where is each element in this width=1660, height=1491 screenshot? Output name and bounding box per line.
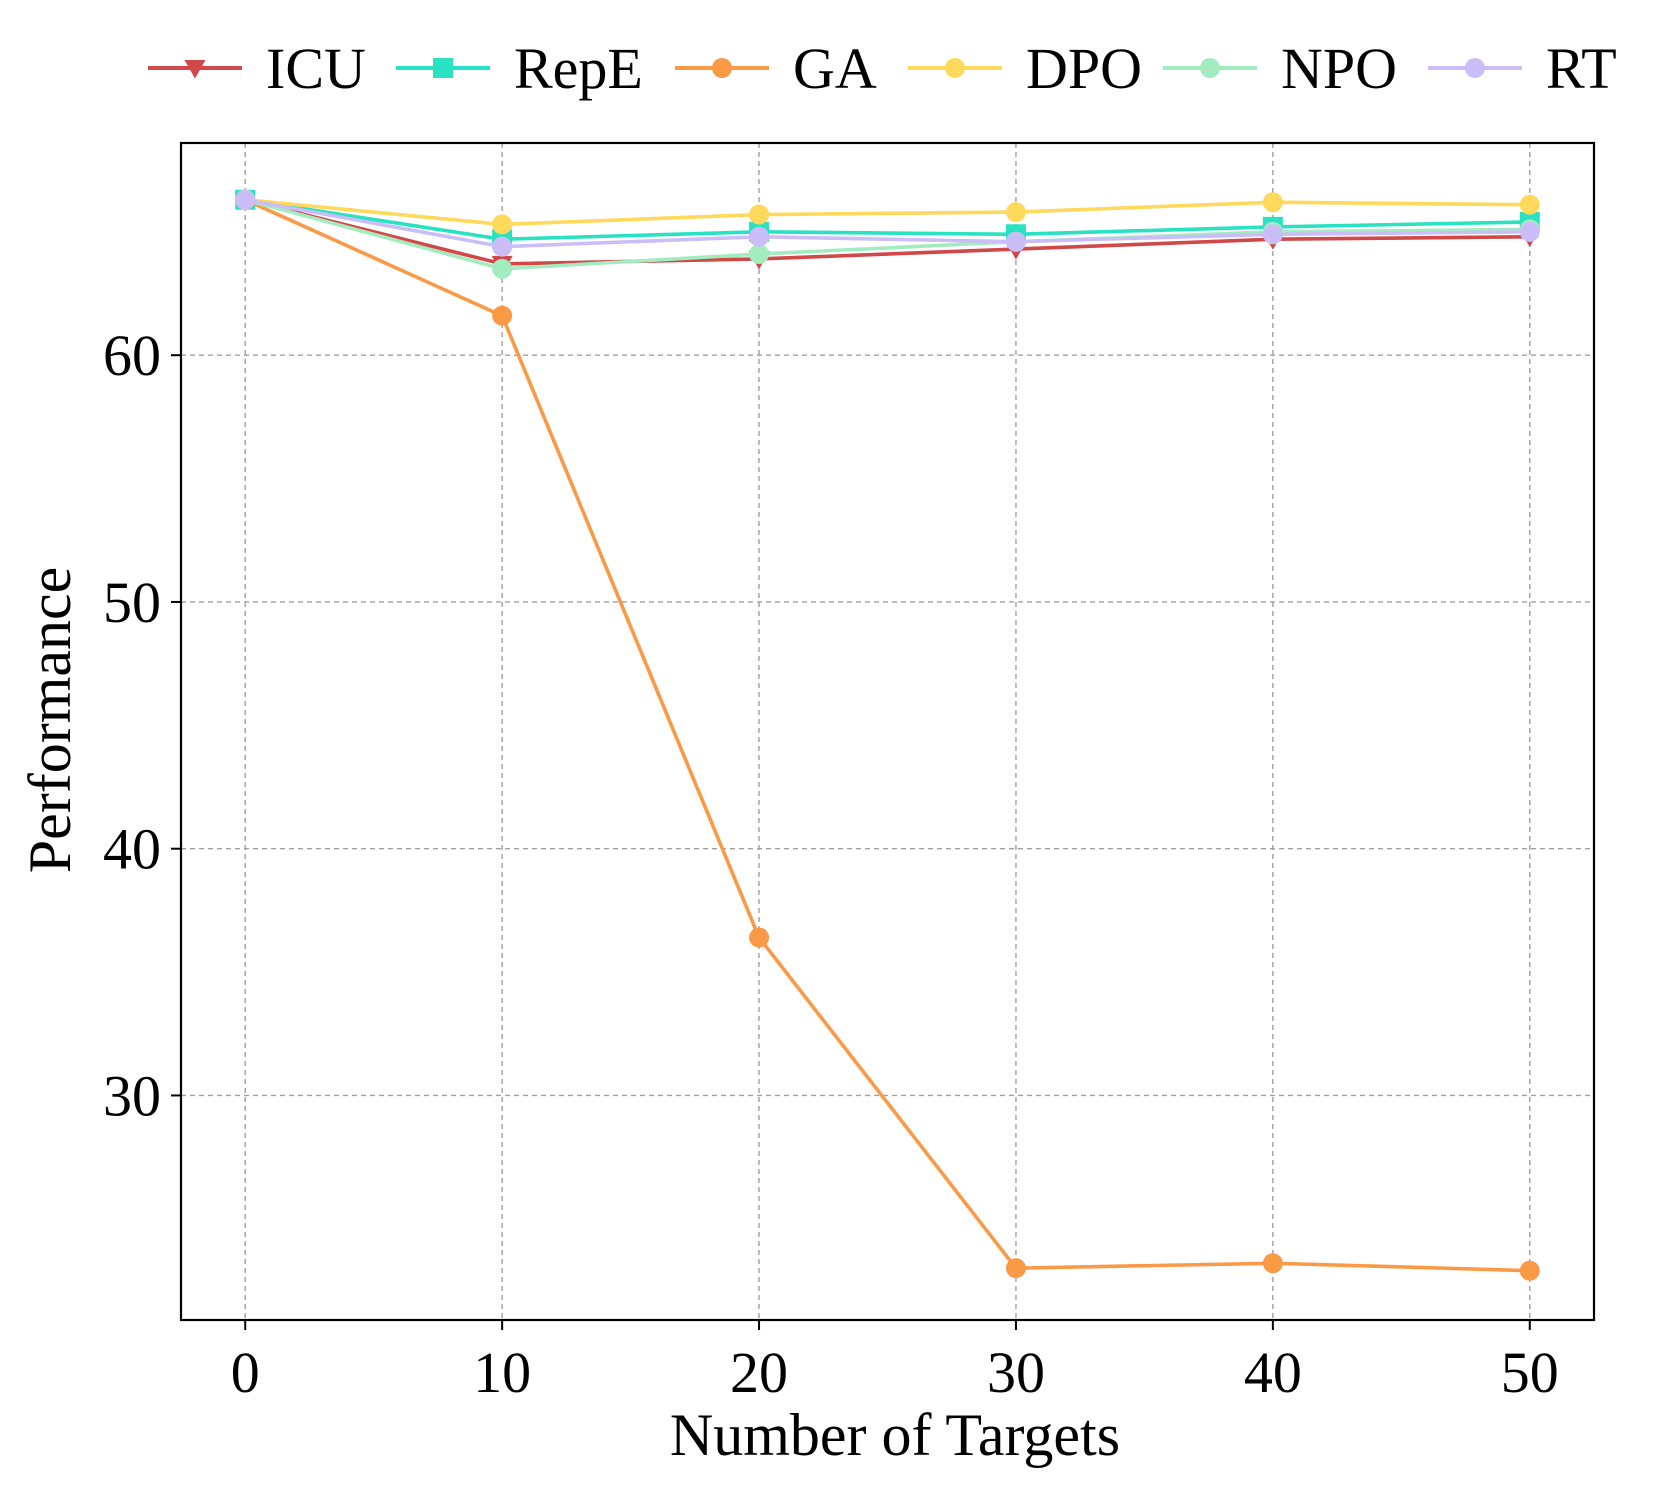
legend-label: DPO [1026, 36, 1142, 101]
series-ga [235, 189, 1540, 1281]
legend-swatch-marker [184, 60, 206, 79]
legend-swatch-marker [1200, 58, 1220, 78]
x-axis-ticks: 0 10 20 30 40 50 [231, 1320, 1559, 1405]
series-rt [235, 189, 1540, 257]
data-point-npo [492, 258, 513, 279]
legend-item-repe: RepE [396, 36, 643, 101]
data-point-dpo [749, 204, 770, 225]
data-point-rt [1519, 221, 1540, 242]
x-axis-label: Number of Targets [670, 1402, 1120, 1468]
x-tick-label: 0 [231, 1340, 260, 1405]
legend-label: GA [793, 36, 877, 101]
series-line-npo [244, 198, 1530, 271]
data-point-ga [1519, 1260, 1540, 1281]
data-point-ga [749, 927, 770, 948]
data-point-dpo [1519, 194, 1540, 215]
legend-swatch-marker [1465, 58, 1485, 78]
x-tick-label: 30 [987, 1340, 1045, 1405]
series-line-icu [244, 198, 1530, 266]
legend-label: NPO [1281, 36, 1397, 101]
plot-frame [179, 141, 1596, 1322]
y-tick-label: 30 [103, 1063, 161, 1128]
legend-item-icu: ICU [148, 36, 366, 101]
legend-label: RepE [514, 36, 643, 101]
data-point-ga [492, 305, 513, 326]
legend-swatch-marker [945, 58, 965, 78]
series-line-rt [244, 197, 1530, 249]
x-tick-label: 10 [473, 1340, 531, 1405]
data-point-dpo [1262, 192, 1283, 213]
series-line-repe [244, 197, 1530, 242]
legend: ICU RepE GA DPO NPO RT [148, 36, 1617, 101]
data-point-rt [235, 189, 256, 210]
legend-item-ga: GA [675, 36, 877, 101]
data-point-rt [1262, 224, 1283, 245]
data-point-ga [1005, 1258, 1026, 1279]
legend-item-npo: NPO [1163, 36, 1397, 101]
legend-item-rt: RT [1428, 36, 1617, 101]
y-tick-label: 50 [103, 570, 161, 635]
series-layer [234, 189, 1541, 1281]
data-point-dpo [492, 214, 513, 235]
legend-swatch-marker [712, 58, 732, 78]
x-tick-label: 50 [1501, 1340, 1559, 1405]
y-tick-label: 40 [103, 817, 161, 882]
data-point-ga [1262, 1253, 1283, 1274]
data-point-npo [749, 244, 770, 265]
legend-label: ICU [266, 36, 366, 101]
data-point-rt [1005, 231, 1026, 252]
x-tick-label: 20 [730, 1340, 788, 1405]
data-point-rt [492, 236, 513, 257]
series-line-ga [244, 198, 1530, 1273]
legend-swatch-marker [433, 58, 453, 78]
data-point-rt [749, 226, 770, 247]
y-axis-ticks: 30 40 50 60 [103, 323, 181, 1128]
y-tick-label: 60 [103, 323, 161, 388]
grid [181, 143, 1594, 1320]
x-tick-label: 40 [1244, 1340, 1302, 1405]
y-axis-label: Performance [17, 567, 83, 874]
legend-label: RT [1546, 36, 1617, 101]
data-point-dpo [1005, 202, 1026, 223]
series-line-dpo [245, 197, 1530, 227]
legend-item-dpo: DPO [908, 36, 1142, 101]
